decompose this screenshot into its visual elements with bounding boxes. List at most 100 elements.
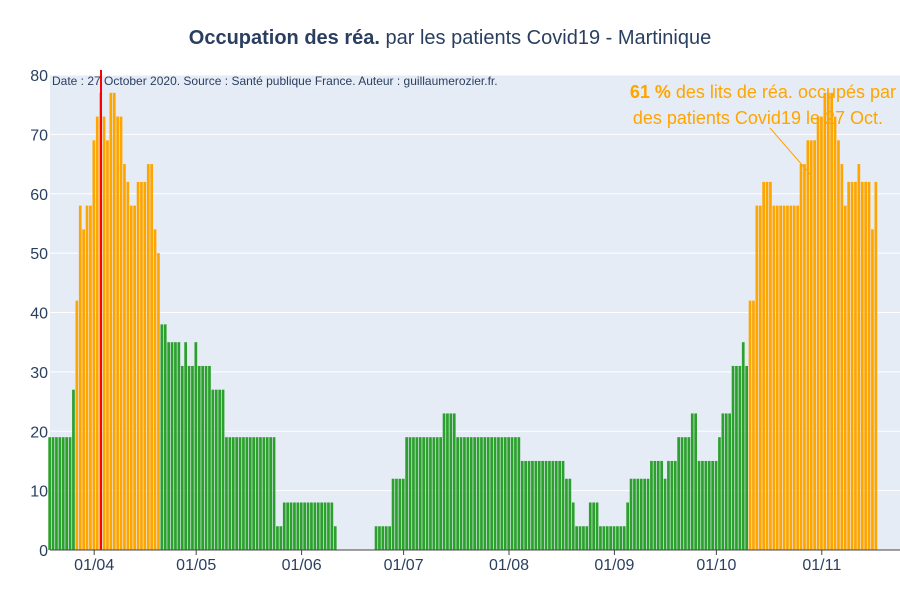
bar bbox=[531, 460, 534, 550]
bar bbox=[680, 437, 684, 550]
bar bbox=[143, 181, 147, 551]
bar bbox=[554, 460, 558, 550]
bar bbox=[544, 460, 548, 550]
bar bbox=[510, 437, 514, 550]
bar bbox=[272, 437, 276, 550]
bar bbox=[452, 413, 456, 550]
bar bbox=[585, 526, 589, 550]
bar bbox=[218, 389, 221, 550]
bar bbox=[724, 413, 728, 550]
bar bbox=[568, 478, 572, 550]
bar bbox=[612, 526, 616, 550]
y-tick-label: 0 bbox=[39, 543, 48, 560]
bar bbox=[313, 502, 317, 550]
bars bbox=[48, 70, 900, 551]
bar bbox=[242, 437, 245, 550]
bar bbox=[72, 389, 75, 550]
bar bbox=[765, 181, 769, 551]
annotation-line-2: des patients Covid19 le 27 Oct. bbox=[633, 108, 883, 128]
annotation-arrow bbox=[769, 127, 811, 175]
bar bbox=[650, 460, 653, 550]
bar bbox=[561, 460, 565, 550]
bar bbox=[469, 437, 473, 550]
bar bbox=[663, 478, 667, 550]
bar bbox=[106, 140, 109, 550]
bar bbox=[231, 437, 235, 550]
bar bbox=[483, 437, 487, 550]
bar bbox=[548, 460, 551, 550]
bar bbox=[850, 181, 854, 551]
bar bbox=[310, 502, 313, 550]
bar bbox=[864, 181, 867, 551]
bar bbox=[330, 502, 334, 550]
bar bbox=[670, 460, 674, 550]
bar bbox=[816, 116, 820, 550]
bar bbox=[153, 229, 157, 551]
bar bbox=[405, 437, 408, 550]
bar bbox=[388, 526, 391, 550]
x-tick-label: 01/05 bbox=[176, 557, 216, 574]
y-tick-label: 40 bbox=[30, 306, 48, 323]
bar bbox=[191, 365, 194, 550]
bar bbox=[177, 342, 181, 550]
bar bbox=[381, 526, 385, 550]
bar bbox=[697, 460, 701, 550]
bar bbox=[439, 437, 442, 550]
bar bbox=[837, 140, 840, 550]
bar bbox=[605, 526, 609, 550]
bar bbox=[857, 164, 861, 550]
bar bbox=[840, 164, 844, 550]
bar bbox=[728, 413, 731, 550]
bar bbox=[51, 437, 55, 550]
bar bbox=[503, 437, 507, 550]
bar bbox=[796, 205, 799, 551]
bar bbox=[140, 181, 143, 551]
y-tick-label: 70 bbox=[30, 127, 48, 144]
bar bbox=[119, 116, 123, 550]
bar bbox=[378, 526, 381, 550]
bar bbox=[575, 526, 578, 550]
bar bbox=[731, 365, 735, 550]
bar bbox=[214, 389, 218, 550]
x-tick-label: 01/10 bbox=[696, 557, 736, 574]
bar bbox=[741, 342, 745, 550]
bar bbox=[558, 460, 561, 550]
bar bbox=[826, 92, 830, 550]
bar bbox=[534, 460, 538, 550]
y-tick-label: 20 bbox=[30, 424, 48, 441]
bar bbox=[323, 502, 327, 550]
bar bbox=[89, 205, 92, 551]
x-axis-ticks: 01/04 01/05 01/06 01/07 01/08 01/09 01/10 01/11 bbox=[74, 550, 841, 574]
bar bbox=[602, 526, 606, 550]
bar bbox=[235, 437, 238, 550]
bar bbox=[446, 413, 449, 550]
bar bbox=[398, 478, 402, 550]
bar bbox=[629, 478, 633, 550]
bar bbox=[803, 164, 806, 550]
bar bbox=[748, 300, 752, 551]
bar bbox=[463, 437, 466, 550]
bar bbox=[221, 389, 225, 550]
x-tick-label: 01/04 bbox=[74, 557, 114, 574]
bar bbox=[592, 502, 595, 550]
bar bbox=[95, 116, 99, 550]
bar bbox=[758, 205, 762, 551]
bar bbox=[694, 413, 697, 550]
bar bbox=[136, 181, 140, 551]
bar bbox=[435, 437, 439, 550]
bar bbox=[303, 502, 306, 550]
bar bbox=[622, 526, 626, 550]
bar bbox=[782, 205, 786, 551]
bar bbox=[711, 460, 714, 550]
bar bbox=[735, 365, 738, 550]
bar bbox=[391, 478, 395, 550]
bar bbox=[116, 116, 119, 550]
bar bbox=[92, 140, 96, 550]
bar bbox=[721, 413, 725, 550]
bar bbox=[714, 460, 718, 550]
bar bbox=[265, 437, 269, 550]
annotation-value: 61 bbox=[630, 82, 650, 102]
bar bbox=[306, 502, 310, 550]
bar bbox=[75, 300, 79, 551]
